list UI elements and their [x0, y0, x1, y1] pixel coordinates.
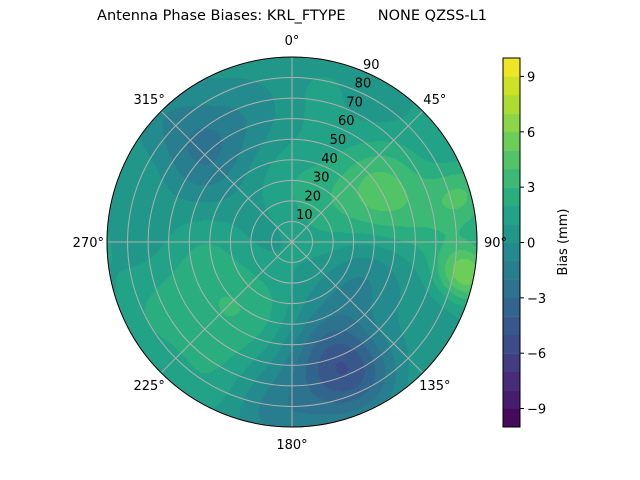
radial-tick-label: 70 [346, 95, 363, 110]
theta-gridline [291, 241, 424, 374]
radial-tick-label: 40 [321, 152, 338, 167]
chart-title: Antenna Phase Biases: KRL_FTYPE NONE QZS… [97, 8, 487, 24]
colorbar-tick-label: −6 [527, 347, 546, 362]
theta-gridline [160, 110, 293, 243]
colorbar-tick-label: 3 [527, 181, 535, 196]
colorbar-tick-label: 9 [527, 70, 535, 85]
colorbar-label: Bias (mm) [556, 209, 571, 276]
theta-gridline [160, 241, 293, 374]
radial-tick-label: 20 [305, 189, 322, 204]
theta-tick-label: 0° [285, 34, 300, 49]
colorbar-tick-label: −9 [527, 403, 546, 418]
colorbar [503, 58, 520, 427]
radial-tick-label: 60 [338, 114, 355, 129]
radial-tick-label: 90 [363, 58, 380, 73]
theta-tick-label: 45° [423, 93, 446, 108]
theta-tick-label: 315° [134, 93, 165, 108]
colorbar-tick-label: 6 [527, 126, 535, 141]
radial-tick-label: 50 [330, 133, 347, 148]
theta-tick-label: 90° [484, 236, 507, 251]
radial-tick-label: 10 [296, 208, 313, 223]
theta-tick-label: 135° [419, 379, 450, 394]
theta-gridline [291, 110, 424, 243]
theta-tick-label: 225° [134, 379, 165, 394]
colorbar-tick-label: 0 [527, 237, 535, 252]
theta-tick-label: 270° [73, 236, 104, 251]
polar-frame [106, 56, 478, 428]
theta-tick-label: 180° [276, 438, 307, 453]
radial-tick-label: 30 [313, 171, 330, 186]
radial-tick-label: 80 [355, 77, 372, 92]
colorbar-tick-label: −3 [527, 292, 546, 307]
